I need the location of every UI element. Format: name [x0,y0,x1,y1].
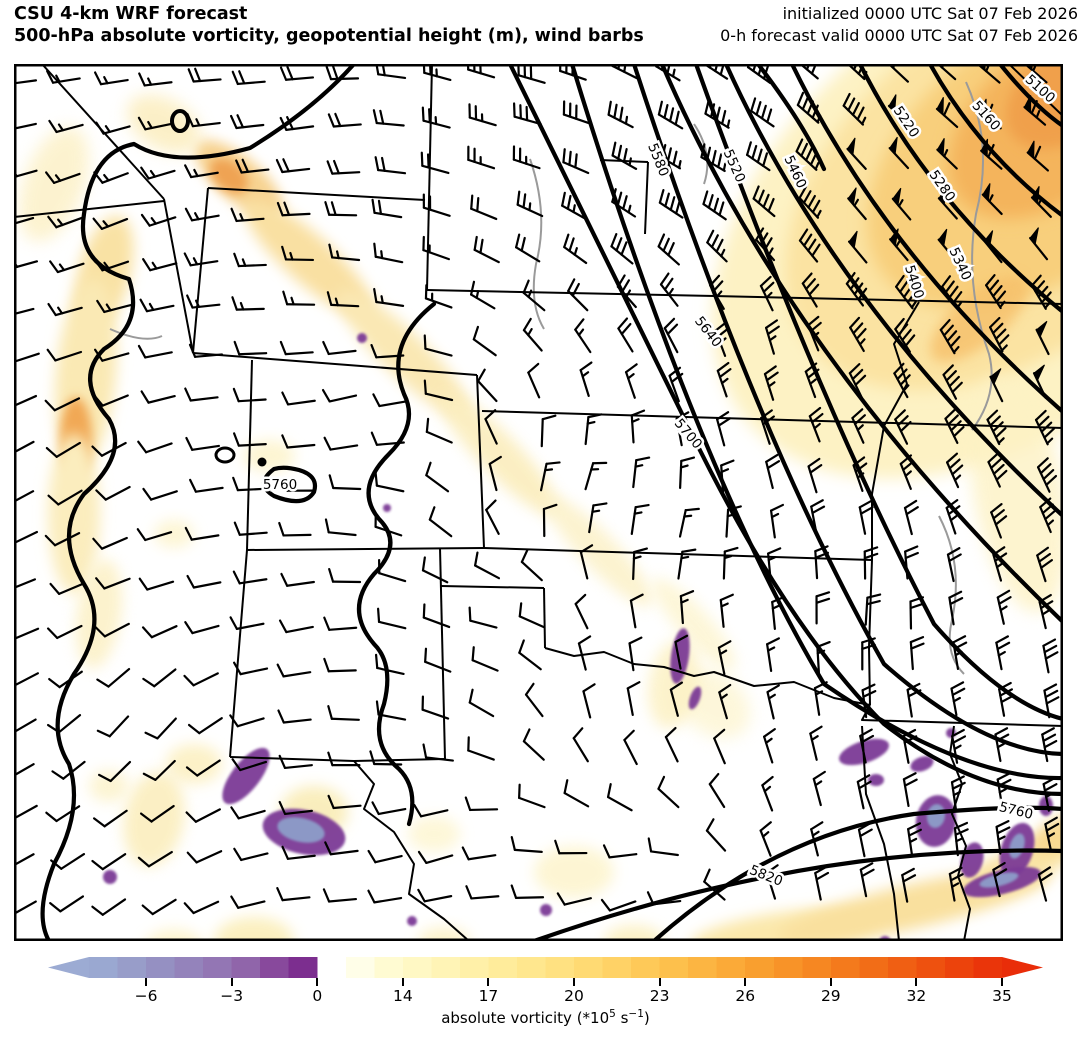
colorbar-tick-label: 26 [735,987,756,1005]
contour-label-5820: 5820 [747,862,785,890]
map-border [14,64,1063,941]
colorbar-tick-label: −6 [134,987,158,1005]
colorbar-tick-label: −3 [220,987,244,1005]
map-plot-area: 5100 5160 5220 5280 5340 5400 5460 5520 5580 5640… [14,64,1063,941]
colorbar-axis-label: absolute vorticity (*105 s−1) [441,1008,650,1027]
title-line-2: 500-hPa absolute vorticity, geopotential… [14,26,644,46]
valid-time-text: 0-h forecast valid 0000 UTC Sat 07 Feb 2… [720,26,1078,45]
colorbar-tick [487,978,490,986]
title-line-1: CSU 4-km WRF forecast [14,4,248,24]
colorbar-tick [401,978,404,986]
colorbar: −6 −3 0 14 17 20 23 26 29 32 35 [48,957,1043,1017]
colorbar-tick [230,978,233,986]
colorbar-tick-label: 14 [392,987,413,1005]
colorbar-tick [145,978,148,986]
colorbar-tick [744,978,747,986]
contour-label-5760: 5760 [997,799,1034,823]
height-contours-layer [40,64,1063,941]
colorbar-tick [915,978,918,986]
colorbar-tick-label: 17 [478,987,499,1005]
colorbar-tick-labels: −6 −3 0 14 17 20 23 26 29 32 35 [48,987,1043,1007]
colorbar-tick [573,978,576,986]
init-time-text: initialized 0000 UTC Sat 07 Feb 2026 [782,4,1078,23]
colorbar-tick-label: 35 [992,987,1012,1005]
colorbar-tick-label: 32 [906,987,927,1005]
colorbar-tick [316,978,319,986]
colorbar-ticks [48,978,1043,987]
plot-title: CSU 4-km WRF forecast 500-hPa absolute v… [14,3,644,47]
contour-label-5760: 5760 [263,477,297,493]
colorbar-gradient [48,957,1043,978]
colorbar-tick-label: 0 [312,987,323,1005]
colorbar-tick [1001,978,1003,986]
colorbar-tick-label: 23 [649,987,670,1005]
colorbar-tick [658,978,661,986]
colorbar-tick-label: 29 [820,987,841,1005]
forecast-timestamps: initialized 0000 UTC Sat 07 Feb 2026 0-h… [720,3,1078,47]
colorbar-tick [829,978,832,986]
weather-map-canvas: 5100516052205280534054005460552055805640… [14,64,1063,941]
colorbar-tick-label: 20 [564,987,584,1005]
wind-barbs-layer [14,64,1060,916]
